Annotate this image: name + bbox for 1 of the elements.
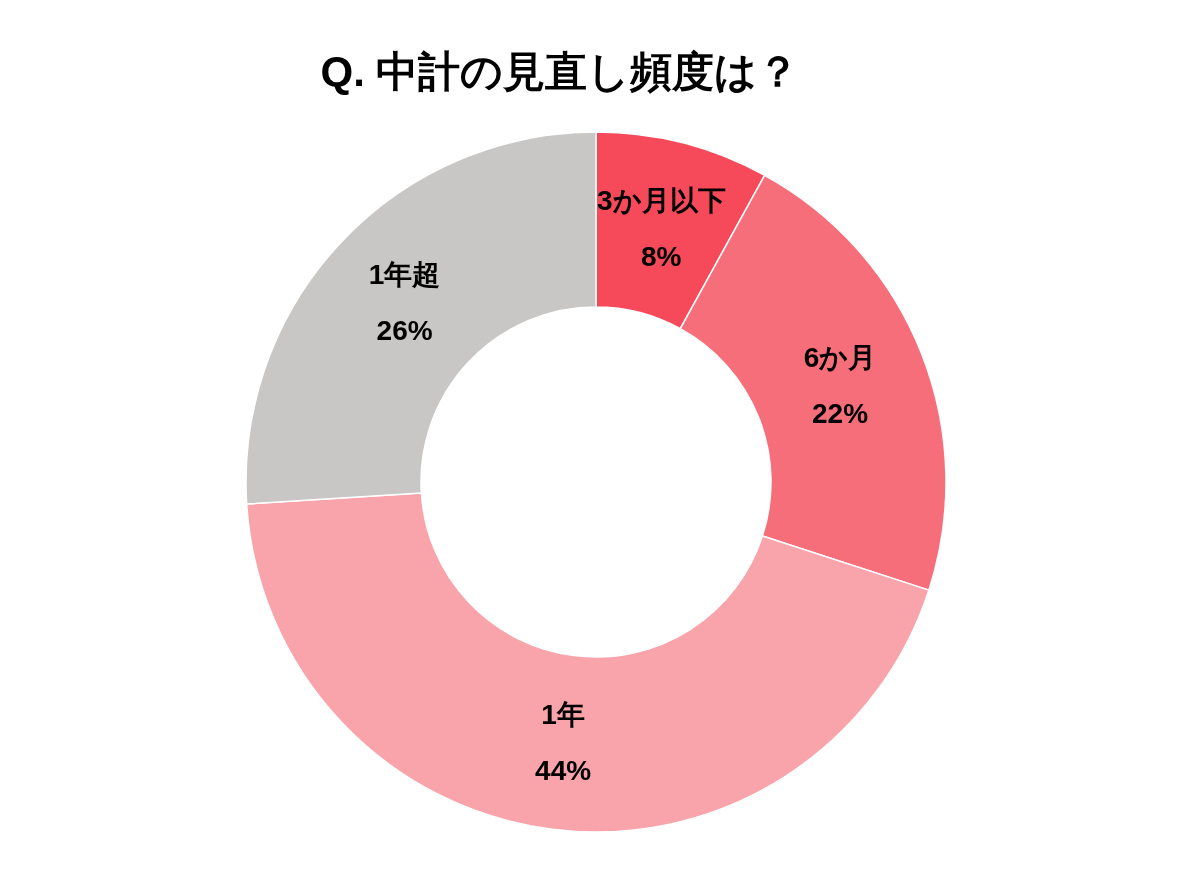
title: Q. 中計の見直し頻度は？ [320, 48, 800, 95]
